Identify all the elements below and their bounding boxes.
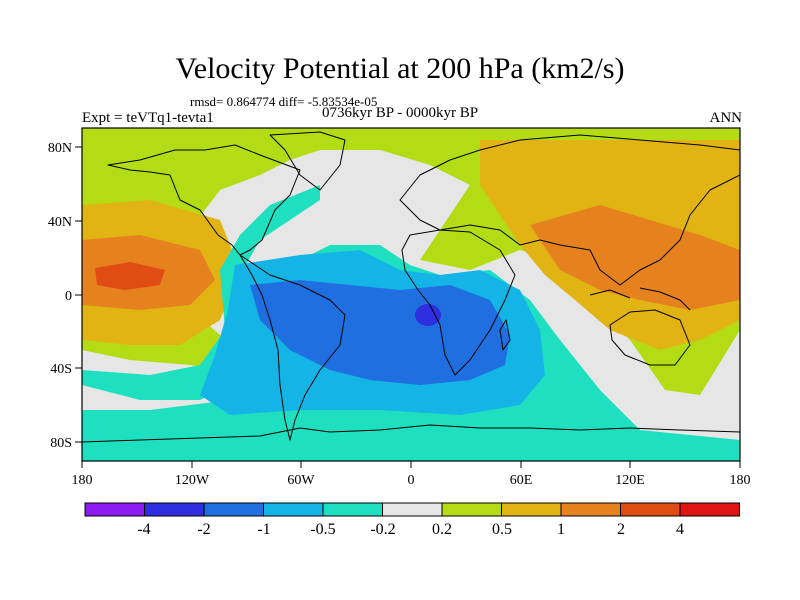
y-tick-labels: 80N 40N 0 40S 80S bbox=[48, 141, 72, 451]
colorbar-box bbox=[144, 502, 205, 517]
x-tick-label: 120W bbox=[175, 473, 210, 488]
experiment-label: Expt = teVTq1-tevta1 bbox=[82, 110, 214, 126]
colorbar-label: -0.5 bbox=[310, 521, 335, 538]
x-tick-label: 120E bbox=[615, 473, 645, 488]
coastline-north-america bbox=[107, 144, 301, 256]
period-label: 0736kyr BP - 0000kyr BP bbox=[322, 105, 479, 121]
colorbar-box bbox=[560, 502, 621, 517]
y-tick-label: 40S bbox=[50, 362, 72, 377]
coastline-greenland bbox=[269, 131, 346, 191]
y-tick-label: 0 bbox=[65, 289, 72, 304]
colorbar-box bbox=[620, 502, 681, 517]
colorbar-label: 2 bbox=[617, 521, 625, 538]
colorbar-box bbox=[322, 502, 383, 517]
coastline-antarctica bbox=[82, 424, 740, 443]
y-tick-label: 80S bbox=[50, 436, 72, 451]
colorbar-label: -0.2 bbox=[370, 521, 395, 538]
x-tick-label: 0 bbox=[408, 473, 415, 488]
stats-text: rmsd= 0.864774 diff= -5.83534e-05 bbox=[190, 94, 378, 109]
y-tick-label: 80N bbox=[48, 141, 72, 156]
x-tick-label: 60W bbox=[287, 473, 315, 488]
coastline-madagascar bbox=[499, 319, 511, 351]
coastline-south-america bbox=[239, 254, 346, 441]
map-title: Velocity Potential at 200 hPa (km2/s) bbox=[175, 52, 625, 85]
colorbar-box bbox=[382, 502, 443, 517]
colorbar-boxes bbox=[84, 502, 740, 517]
colorbar-box bbox=[679, 502, 740, 517]
y-tick-label: 40N bbox=[48, 215, 72, 230]
contour-darkblue bbox=[415, 304, 441, 326]
x-tick-label: 180 bbox=[72, 473, 93, 488]
colorbar-box bbox=[263, 502, 324, 517]
colorbar-label: -4 bbox=[137, 521, 150, 538]
contour-red-west bbox=[95, 262, 165, 290]
colorbar-box bbox=[441, 502, 502, 517]
season-label: ANN bbox=[709, 110, 743, 126]
contour-map bbox=[82, 128, 740, 461]
colorbar-labels: -4 -2 -1 -0.5 -0.2 0.2 0.5 1 2 4 bbox=[137, 521, 684, 538]
coastline-africa bbox=[401, 229, 516, 376]
coastline-indonesia bbox=[589, 287, 691, 311]
contour-darkorange-east bbox=[530, 205, 740, 310]
colorbar-label: -2 bbox=[197, 521, 210, 538]
colorbar: -4 -2 -1 -0.5 -0.2 0.2 0.5 1 2 4 bbox=[84, 502, 740, 538]
x-tick-label: 180 bbox=[730, 473, 751, 488]
coastline-eurasia bbox=[399, 134, 740, 286]
colorbar-label: 4 bbox=[676, 521, 684, 538]
colorbar-box bbox=[203, 502, 264, 517]
coastline-australia bbox=[609, 309, 691, 366]
colorbar-box bbox=[501, 502, 562, 517]
contour-blue bbox=[250, 280, 510, 385]
colorbar-box bbox=[84, 502, 145, 517]
x-tick-labels: 180 120W 60W 0 60E 120E 180 bbox=[72, 473, 751, 488]
ticks bbox=[75, 146, 741, 468]
colorbar-label: 0.2 bbox=[432, 521, 452, 538]
colorbar-label: 0.5 bbox=[492, 521, 512, 538]
colorbar-label: -1 bbox=[257, 521, 270, 538]
colorbar-label: 1 bbox=[557, 521, 565, 538]
x-tick-label: 60E bbox=[510, 473, 533, 488]
coastlines bbox=[82, 131, 740, 443]
